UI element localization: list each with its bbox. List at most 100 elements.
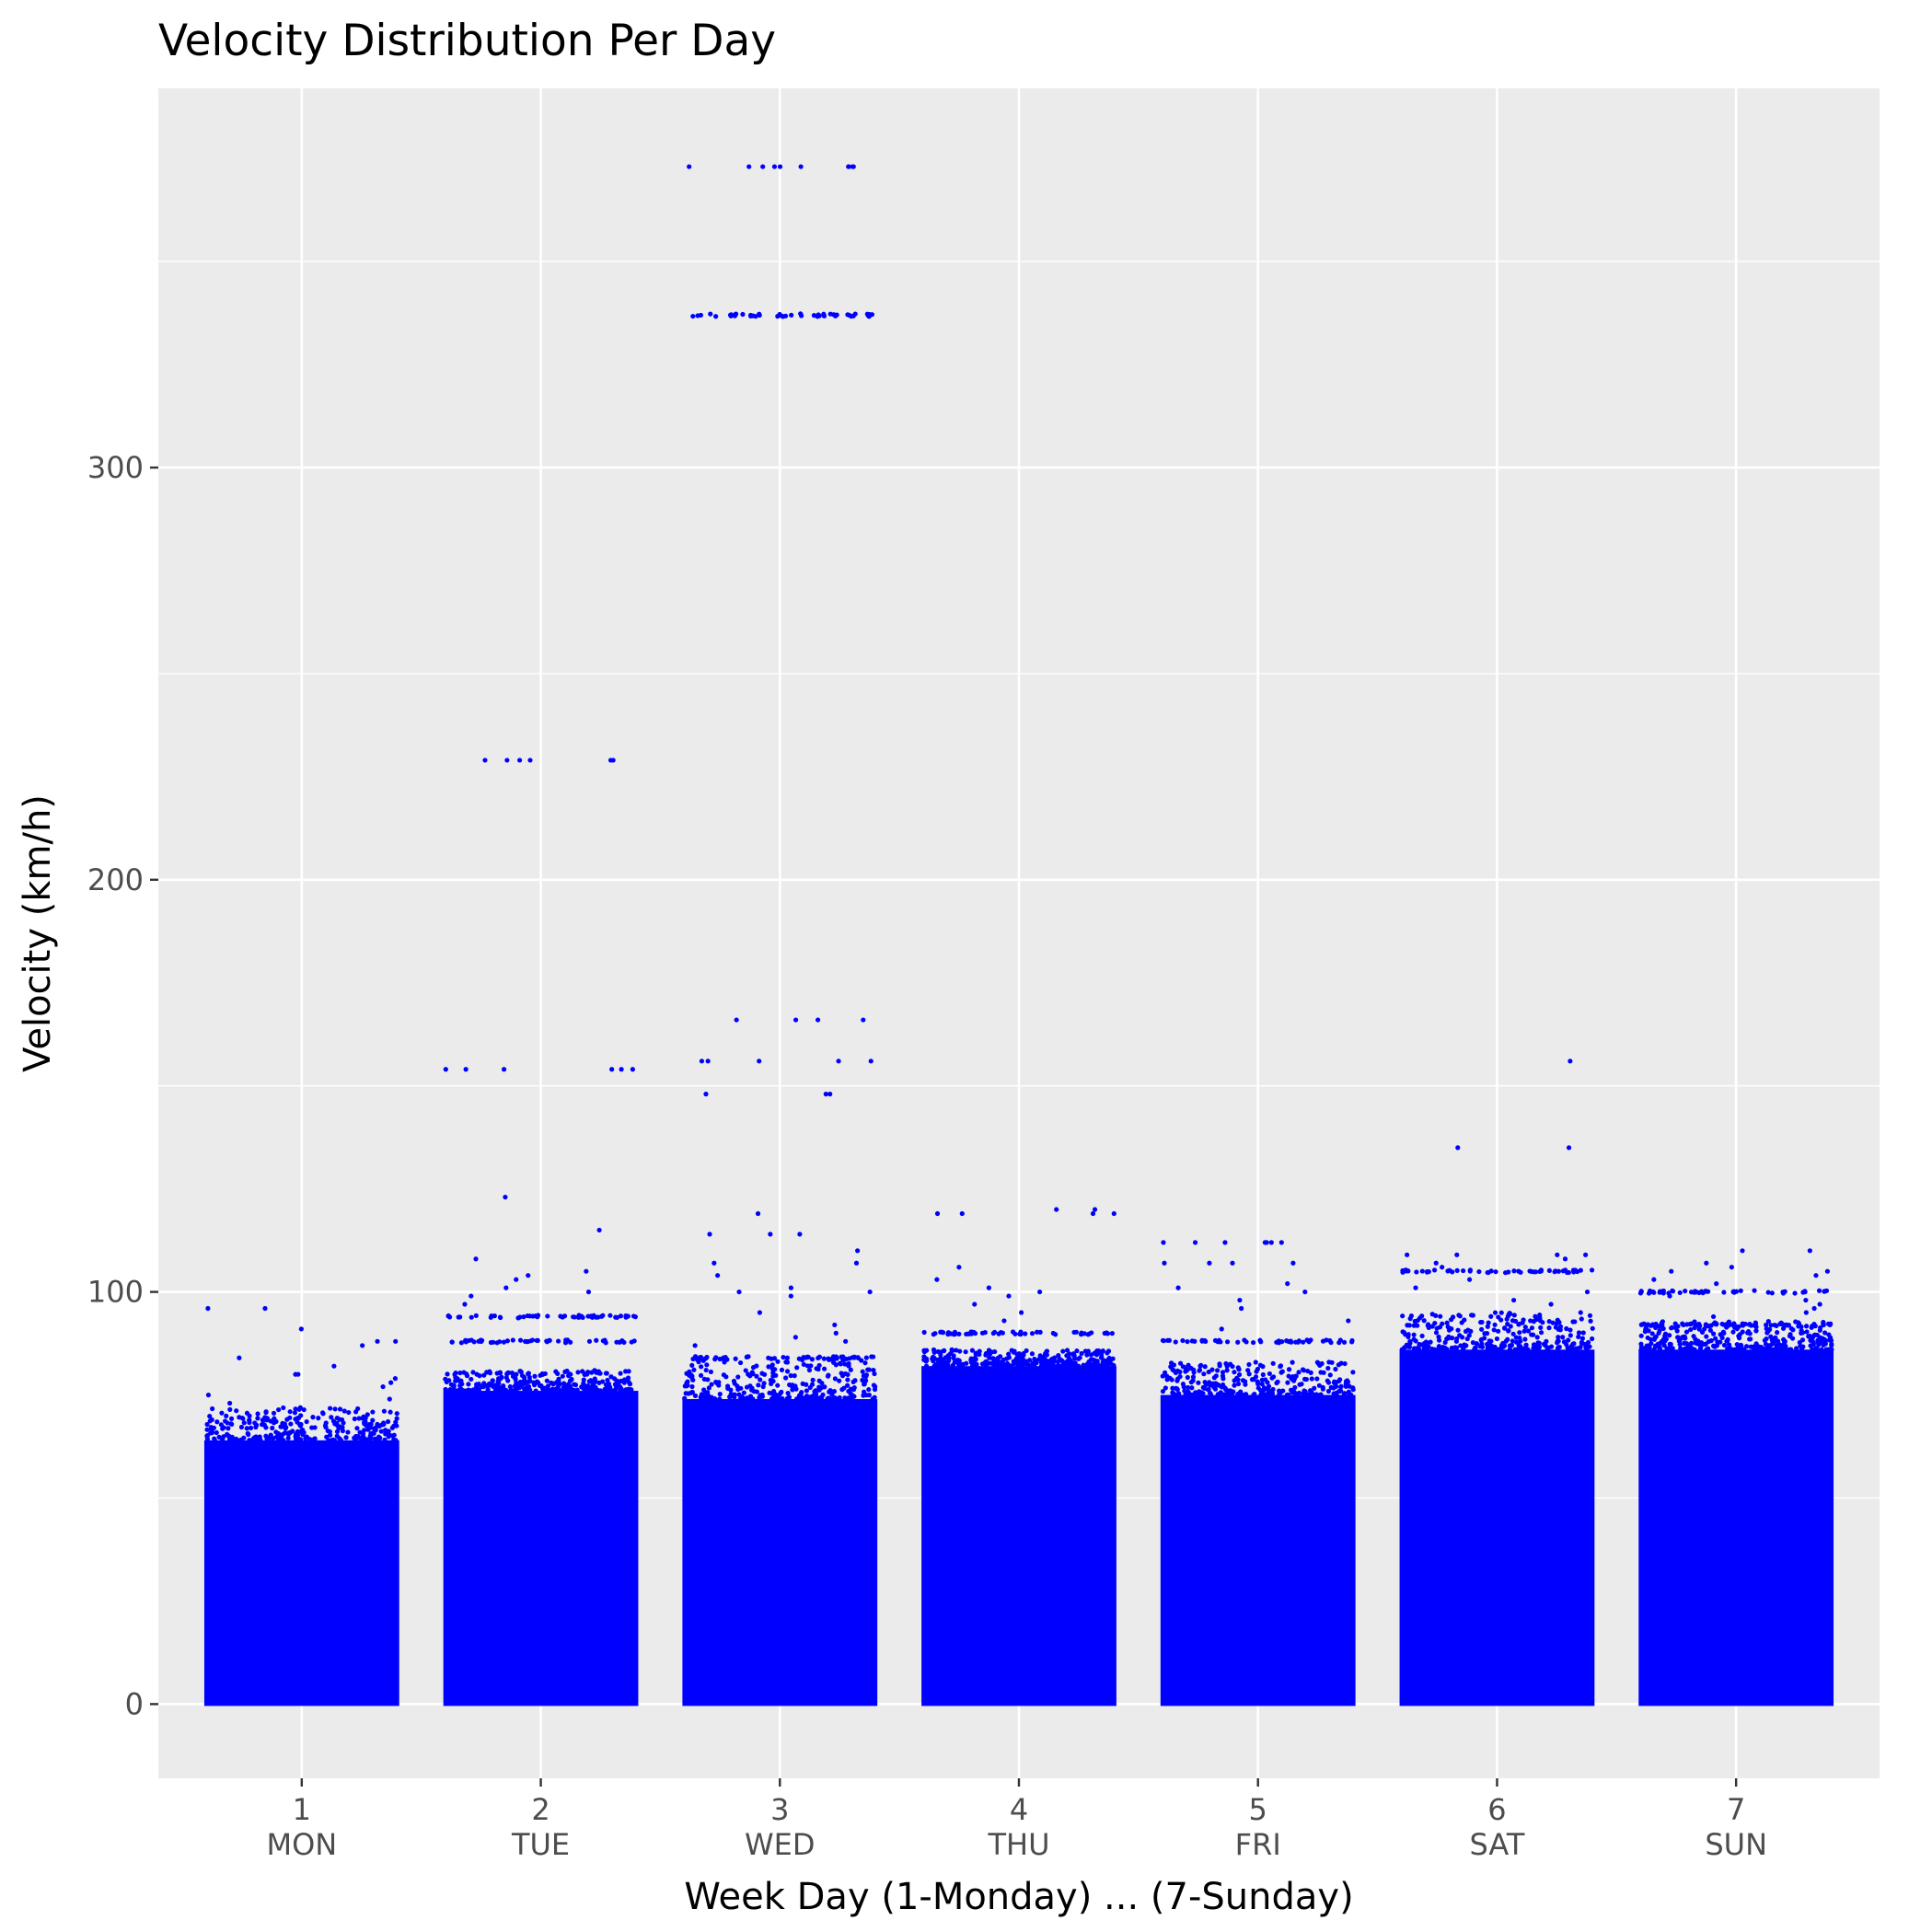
fringe-point bbox=[1645, 1335, 1650, 1341]
fringe-point bbox=[1521, 1346, 1527, 1351]
fringe-point bbox=[599, 1379, 606, 1384]
fringe-point bbox=[268, 1432, 273, 1438]
fringe-point bbox=[698, 1394, 703, 1400]
fringe-point bbox=[1561, 1339, 1568, 1345]
fringe-point bbox=[814, 1366, 819, 1371]
fringe-point bbox=[247, 1437, 252, 1443]
band-point bbox=[1672, 1321, 1678, 1326]
fringe-point bbox=[1643, 1326, 1649, 1332]
band-point bbox=[1493, 1269, 1498, 1275]
band-point bbox=[463, 1339, 469, 1345]
fringe-point bbox=[1548, 1344, 1555, 1349]
fringe-point bbox=[1163, 1385, 1168, 1391]
outlier-point bbox=[1454, 1252, 1460, 1257]
fringe-point bbox=[1100, 1359, 1105, 1365]
outlier-point bbox=[1175, 1285, 1181, 1290]
band-point bbox=[1017, 1331, 1023, 1337]
outlier-point bbox=[832, 1322, 838, 1328]
fringe-point bbox=[860, 1369, 865, 1374]
fringe-point bbox=[1553, 1325, 1558, 1330]
fringe-point bbox=[1337, 1384, 1344, 1390]
fringe-point bbox=[1042, 1359, 1048, 1365]
fringe-point bbox=[1566, 1337, 1571, 1343]
fringe-point bbox=[275, 1438, 281, 1443]
band-point bbox=[690, 1356, 696, 1362]
band-point bbox=[1816, 1288, 1822, 1293]
fringe-point bbox=[738, 1385, 744, 1391]
fringe-point bbox=[1238, 1392, 1244, 1397]
band-point bbox=[789, 312, 794, 318]
band-point bbox=[1105, 1331, 1111, 1336]
band-point bbox=[1696, 1290, 1702, 1296]
outlier-point bbox=[298, 1326, 304, 1332]
fringe-point bbox=[1755, 1343, 1761, 1349]
outlier-point bbox=[687, 164, 692, 169]
band-point bbox=[1166, 1337, 1172, 1343]
fringe-point bbox=[1094, 1361, 1101, 1367]
fringe-point bbox=[995, 1358, 1001, 1363]
fringe-point bbox=[699, 1364, 704, 1370]
fringe-point bbox=[1474, 1341, 1479, 1347]
fringe-point bbox=[1513, 1339, 1520, 1345]
band-point bbox=[631, 1313, 637, 1319]
fringe-point bbox=[832, 1395, 839, 1401]
band-point bbox=[821, 1356, 827, 1361]
band-point bbox=[1279, 1339, 1285, 1345]
fringe-point bbox=[1807, 1333, 1812, 1339]
fringe-point bbox=[271, 1410, 277, 1416]
band-point bbox=[510, 1337, 515, 1343]
fringe-point bbox=[1077, 1355, 1082, 1360]
band-point bbox=[1792, 1290, 1798, 1296]
outlier-point bbox=[797, 1232, 803, 1237]
fringe-point bbox=[1730, 1329, 1736, 1335]
fringe-point bbox=[1015, 1356, 1021, 1361]
fringe-point bbox=[701, 1387, 707, 1393]
fringe-point bbox=[1502, 1325, 1508, 1331]
band-point bbox=[996, 1331, 1001, 1336]
fringe-point bbox=[1443, 1347, 1449, 1352]
band-point bbox=[1109, 1331, 1115, 1336]
fringe-point bbox=[1110, 1356, 1116, 1361]
fringe-point bbox=[785, 1390, 791, 1396]
band-point bbox=[1424, 1268, 1430, 1275]
fringe-point bbox=[1515, 1347, 1521, 1352]
fringe-point bbox=[1180, 1382, 1186, 1387]
fringe-point bbox=[304, 1418, 309, 1425]
fringe-point bbox=[689, 1362, 695, 1368]
fringe-point bbox=[987, 1355, 992, 1360]
band-point bbox=[1777, 1321, 1783, 1327]
band-point bbox=[1173, 1339, 1178, 1345]
fringe-point bbox=[1021, 1352, 1026, 1358]
fringe-point bbox=[862, 1360, 868, 1366]
fringe-point bbox=[608, 1374, 614, 1380]
outlier-point bbox=[380, 1383, 386, 1390]
fringe-point bbox=[234, 1408, 239, 1414]
fringe-point bbox=[1638, 1333, 1644, 1338]
band-point bbox=[1078, 1332, 1084, 1337]
fringe-point bbox=[627, 1380, 632, 1385]
band-point bbox=[869, 312, 875, 318]
band-point bbox=[780, 314, 785, 319]
fringe-point bbox=[827, 1389, 832, 1394]
fringe-point bbox=[814, 1391, 819, 1396]
outlier-point bbox=[843, 1338, 849, 1344]
fringe-point bbox=[943, 1363, 949, 1369]
fringe-point bbox=[1232, 1382, 1237, 1388]
fringe-point bbox=[1579, 1336, 1585, 1341]
fringe-point bbox=[385, 1418, 391, 1425]
outlier-point bbox=[1555, 1252, 1560, 1257]
outlier-point bbox=[850, 164, 855, 169]
fringe-point bbox=[1060, 1348, 1066, 1354]
fringe-point bbox=[758, 1393, 763, 1398]
fringe-point bbox=[1290, 1359, 1295, 1365]
fringe-point bbox=[1486, 1320, 1491, 1325]
fringe-point bbox=[1202, 1364, 1208, 1370]
band-point bbox=[1638, 1289, 1644, 1295]
fringe-point bbox=[1683, 1329, 1690, 1335]
band-point bbox=[863, 1355, 869, 1360]
fringe-point bbox=[307, 1437, 313, 1442]
fringe-point bbox=[214, 1419, 220, 1425]
fringe-point bbox=[865, 1367, 871, 1372]
fringe-point bbox=[606, 1381, 612, 1387]
fringe-point bbox=[247, 1413, 252, 1418]
